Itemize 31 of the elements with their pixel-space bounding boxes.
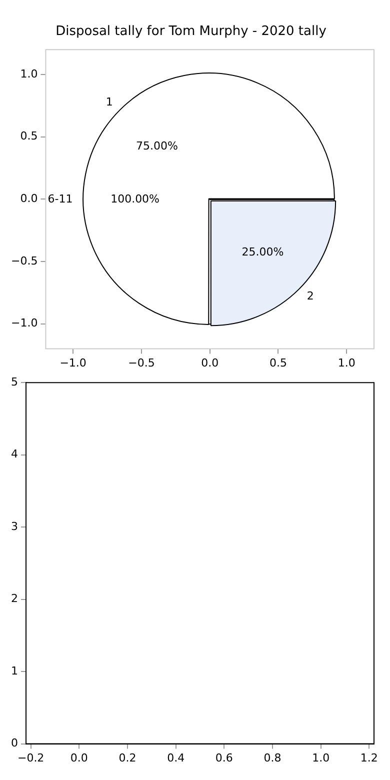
- x-tick-label: 0.6: [215, 751, 233, 764]
- x-tick-label: −0.5: [128, 356, 155, 370]
- x-tick-label: 1.0: [338, 356, 356, 370]
- data-label: 100.00%: [110, 192, 160, 206]
- y-tick-label: 1.0: [20, 67, 38, 80]
- slice-label: 2: [306, 290, 314, 303]
- y-tick-label: −0.5: [10, 254, 38, 268]
- x-tick-label: 0.0: [70, 751, 88, 764]
- x-tick-label: 1.0: [312, 751, 330, 764]
- y-tick-label: −1.0: [10, 316, 38, 330]
- data-label: 75.00%: [136, 140, 178, 153]
- data-label: 25.00%: [242, 246, 284, 259]
- slice-label: 6-11: [48, 192, 73, 206]
- y-tick-label: 2: [11, 592, 18, 606]
- y-tick-label: 1: [11, 664, 18, 678]
- y-tick-label: 0.0: [20, 192, 38, 206]
- x-tick-label: 0.8: [264, 751, 282, 764]
- y-tick-label: 5: [11, 375, 18, 388]
- x-tick-label: 0.5: [270, 356, 287, 370]
- x-tick-label: 1.2: [360, 751, 378, 764]
- y-tick-label: 4: [11, 448, 18, 461]
- x-tick-label: −1.0: [60, 356, 86, 370]
- y-tick-label: 0.5: [20, 130, 38, 143]
- y-tick-label: 0: [11, 736, 18, 750]
- slice-label: 1: [106, 96, 113, 109]
- x-tick-label: 0.0: [201, 356, 219, 370]
- y-tick-label: 3: [11, 520, 18, 533]
- x-tick-label: 0.4: [167, 751, 185, 764]
- chart-title: Disposal tally for Tom Murphy - 2020 tally: [56, 24, 327, 40]
- x-tick-label: −0.2: [17, 751, 44, 764]
- x-tick-label: 0.2: [118, 751, 136, 764]
